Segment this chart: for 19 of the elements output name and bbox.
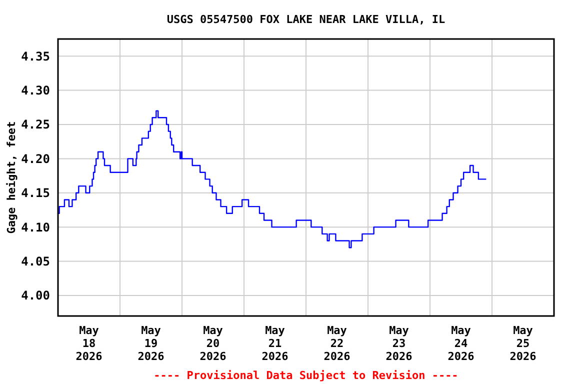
y-tick-label: 4.35 [21, 49, 50, 64]
x-tick-label: May 18 2026 [76, 324, 103, 363]
y-tick-label: 4.25 [21, 118, 50, 132]
chart-title: USGS 05547500 FOX LAKE NEAR LAKE VILLA, IL [166, 13, 446, 26]
y-tick-label: 4.10 [21, 220, 50, 234]
x-tick-label: May 25 2026 [510, 324, 537, 363]
y-tick-label: 4.00 [21, 288, 50, 303]
y-tick-label: 4.15 [21, 186, 50, 200]
x-tick-label: May 21 2026 [262, 324, 289, 363]
y-tick-label: 4.20 [21, 152, 50, 166]
x-tick-label: May 20 2026 [200, 324, 227, 363]
text: ---- Provisional Data Subject to Revision ---- [154, 369, 458, 382]
x-tick-label: May 22 2026 [324, 324, 351, 363]
x-tick-label: May 24 2026 [448, 324, 475, 363]
x-tick-label: May 23 2026 [386, 324, 413, 363]
y-tick-label: 4.30 [21, 83, 50, 98]
y-tick-label: 4.05 [21, 254, 50, 268]
y-axis-title: Gage height, feet [5, 121, 18, 234]
x-tick-label: May 19 2026 [138, 324, 165, 363]
